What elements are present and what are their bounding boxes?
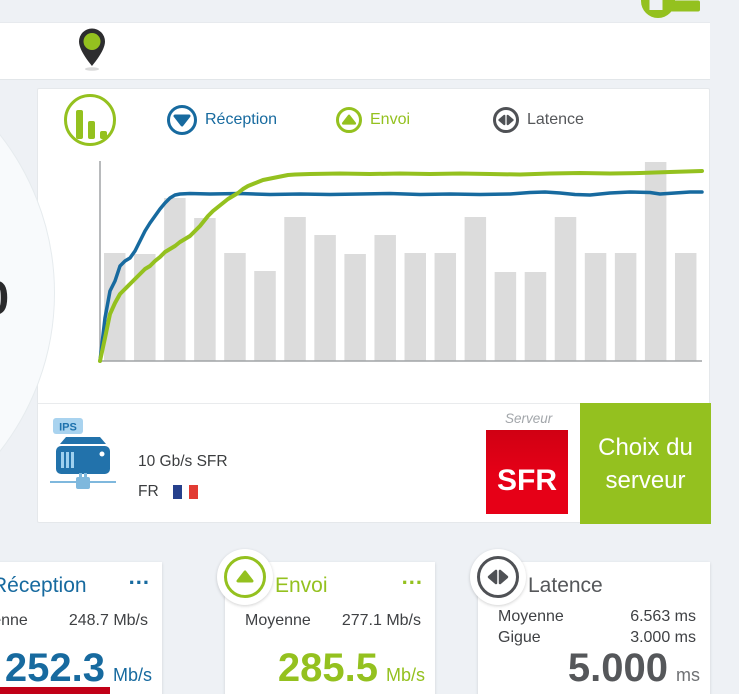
latence-badge <box>470 549 526 605</box>
envoi-card-menu[interactable]: ... <box>401 564 423 589</box>
reception-card-menu[interactable]: ... <box>128 564 150 589</box>
arrows-left-right-circle-icon <box>477 556 519 598</box>
arrow-up-circle-icon <box>224 556 266 598</box>
arrow-down-circle-icon <box>167 105 197 135</box>
latence-jitter-row: Gigue 3.000 ms <box>498 629 696 646</box>
france-flag-icon <box>172 485 198 499</box>
ips-badge: IPS <box>59 422 77 434</box>
choose-server-button[interactable]: Choix du serveur <box>580 403 711 524</box>
arrows-left-right-circle-icon <box>493 107 519 133</box>
legend-reception[interactable]: Réception <box>167 105 277 135</box>
wrench-icon[interactable] <box>641 0 711 20</box>
envoi-badge <box>217 549 273 605</box>
arrow-up-circle-icon <box>336 107 362 133</box>
latence-result: 5.000 ms <box>567 646 700 690</box>
latence-average-row: Moyenne 6.563 ms <box>498 608 696 625</box>
legend-latence[interactable]: Latence <box>493 107 584 133</box>
gauge-partial-value: 0 <box>0 270 9 325</box>
legend-envoi-label: Envoi <box>370 111 411 128</box>
envoi-result: 285.5 Mb/s <box>277 646 425 690</box>
server-country: FR <box>138 483 198 501</box>
envoi-average-row: Moyenne 277.1 Mb/s <box>245 612 421 629</box>
red-strip <box>0 687 110 694</box>
latence-card: Latence Moyenne 6.563 ms Gigue 3.000 ms … <box>470 549 710 694</box>
legend-envoi[interactable]: Envoi <box>336 107 410 133</box>
envoi-card: Envoi ... Moyenne 277.1 Mb/s 285.5 Mb/s <box>217 549 435 694</box>
server-name: 10 Gb/s SFR <box>138 453 228 470</box>
speed-chart <box>96 153 708 365</box>
top-bar <box>0 22 710 80</box>
reception-card-title: Réception <box>0 574 87 597</box>
latence-card-title: Latence <box>528 574 603 597</box>
legend-latence-label: Latence <box>527 111 584 128</box>
results-panel: Réception Envoi Latence <box>37 88 711 524</box>
server-label: Serveur <box>505 411 553 426</box>
sfr-logo[interactable]: SFR <box>486 430 568 514</box>
reception-result: 252.3 Mb/s <box>4 646 152 690</box>
server-icon: IPS <box>50 418 116 489</box>
envoi-card-title: Envoi <box>275 574 328 597</box>
reception-card: Réception ... Moyenne 248.7 Mb/s 252.3Mb… <box>0 562 162 694</box>
reception-average-row: Moyenne 248.7 Mb/s <box>0 612 148 629</box>
panel-divider <box>38 403 709 404</box>
legend-reception-label: Réception <box>205 111 278 128</box>
location-pin-icon[interactable] <box>76 28 108 72</box>
country-code: FR <box>138 483 159 500</box>
histogram-icon[interactable] <box>64 94 116 146</box>
